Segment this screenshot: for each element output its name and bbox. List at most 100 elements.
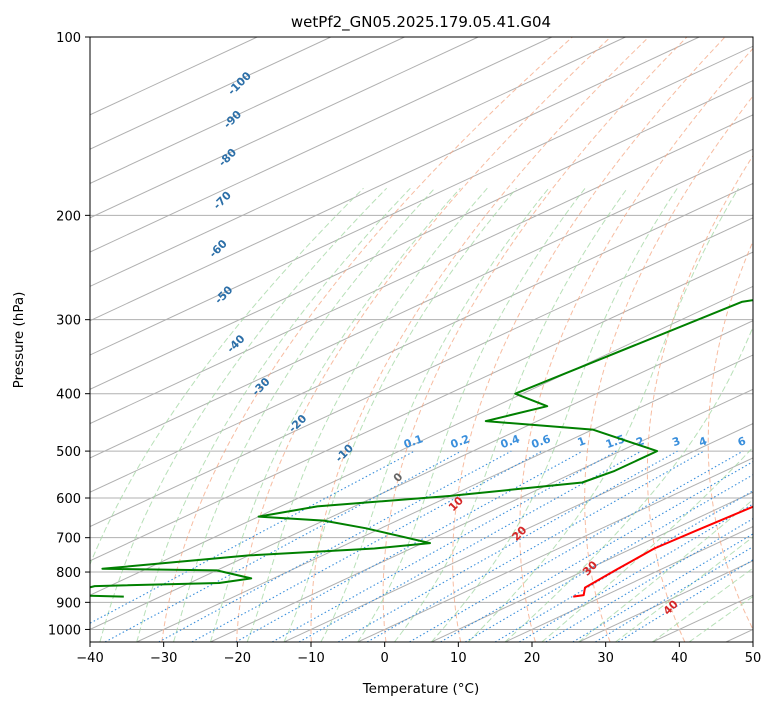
moist-adiabat-line <box>246 187 488 642</box>
mixing-ratio-label: 6 <box>736 434 748 449</box>
isotherm-line <box>431 491 753 642</box>
moist-adiabat-line <box>541 446 753 642</box>
mixing-ratio-line <box>338 450 678 642</box>
y-axis-ticks: 100 200 300 400 500 600 700 800 900 1000 <box>48 31 90 638</box>
isotherm-line <box>90 37 626 287</box>
mixing-ratio-line <box>465 474 753 642</box>
mixing-ratio-line <box>272 450 617 642</box>
moist-adiabat-line <box>136 187 411 642</box>
isotherm-line <box>90 37 332 150</box>
moist-adiabat-line <box>504 325 753 642</box>
data-series <box>90 299 753 598</box>
moist-adiabat-line <box>431 187 678 642</box>
x-tick-label: −30 <box>150 651 177 666</box>
moist-adiabat-line <box>320 187 550 642</box>
moist-adiabat-line <box>90 187 364 566</box>
moist-adiabat-line <box>173 187 436 642</box>
y-axis-label: Pressure (hPa) <box>11 292 27 389</box>
dry-adiabat-line <box>646 154 753 642</box>
dry-adiabat-line <box>452 37 726 642</box>
y-tick-label: 700 <box>56 532 81 547</box>
x-tick-label: −40 <box>76 651 103 666</box>
mixing-ratio-line <box>545 518 753 642</box>
x-tick-label: 0 <box>381 651 389 666</box>
y-tick-label: 200 <box>56 209 81 224</box>
dry-adiabat-line <box>519 47 753 642</box>
chart-title: wetPf2_GN05.2025.179.05.41.G04 <box>291 13 551 32</box>
isotherm-line <box>90 79 753 390</box>
y-tick-label: 600 <box>56 492 81 507</box>
x-tick-label: −20 <box>224 651 251 666</box>
mixing-ratio-line <box>595 546 753 642</box>
moist-adiabat-line <box>688 595 753 642</box>
x-tick-label: 30 <box>597 651 614 666</box>
isotherm-line <box>90 182 753 493</box>
dry-adiabat-line <box>161 37 573 642</box>
mixing-ratio-line <box>409 450 744 642</box>
moist-adiabat-line <box>99 187 388 642</box>
isotherm-line <box>90 148 753 459</box>
y-tick-label: 100 <box>56 31 81 46</box>
mixing-ratio-label: 3 <box>670 434 682 449</box>
mixing-ratio-label: 0.6 <box>530 432 553 451</box>
dry-adiabat-line <box>707 240 753 631</box>
dry-adiabat-line <box>310 37 650 642</box>
moist-adiabat-line <box>209 187 461 642</box>
x-tick-label: 50 <box>745 651 762 666</box>
y-tick-label: 800 <box>56 566 81 581</box>
mixing-ratio-label: 2 <box>634 434 646 449</box>
mixing-ratio-line <box>158 450 512 642</box>
plot-frame <box>89 36 754 643</box>
moist-adiabat-line <box>652 567 753 642</box>
isotherm-line <box>90 37 405 185</box>
y-tick-label: 1000 <box>48 623 81 638</box>
y-tick-label: 400 <box>56 388 81 403</box>
x-tick-label: 10 <box>450 651 467 666</box>
y-tick-label: 300 <box>56 314 81 329</box>
moist-adiabat-line <box>578 498 753 642</box>
moist-adiabat-line <box>357 187 586 642</box>
skewed-isotherms <box>90 37 753 642</box>
moist-adiabats <box>90 187 753 642</box>
temperature-profile-line <box>573 505 753 598</box>
isotherm-line <box>90 251 753 562</box>
x-axis-label: Temperature (°C) <box>362 681 480 697</box>
isotherm-line <box>90 45 753 356</box>
isotherm-line <box>357 457 753 642</box>
mixing-ratio-line <box>519 503 753 642</box>
moist-adiabat-line <box>394 187 628 642</box>
mixing-ratio-label: 0.1 <box>402 432 425 451</box>
isotherm-line <box>90 37 479 219</box>
isotherm-line <box>90 285 753 596</box>
plot-area: -100-90-80-70-60-50-40-30-20-10010203040… <box>90 37 753 642</box>
x-tick-label: −10 <box>297 651 324 666</box>
mixing-ratio-label: 4 <box>697 434 709 449</box>
mixing-ratio-label: 0.2 <box>449 432 472 451</box>
moist-adiabat-line <box>615 536 753 642</box>
isotherm-line <box>90 217 753 528</box>
dewpoint-profile-line <box>90 299 753 598</box>
isotherm-line <box>504 525 753 642</box>
mixing-ratio-label: 1.5 <box>604 432 627 451</box>
mixing-ratio-labels: 0.10.20.40.611.52346810131620253036 <box>402 432 748 451</box>
dry-adiabat-line <box>584 95 753 642</box>
isotherm-line <box>90 114 753 425</box>
dry-adiabat-line <box>236 37 611 642</box>
y-tick-label: 900 <box>56 596 81 611</box>
moist-adiabat-line <box>467 187 739 642</box>
y-tick-label: 500 <box>56 445 81 460</box>
isotherm-line <box>90 37 553 253</box>
mixing-ratio-label: 0.4 <box>499 432 522 451</box>
mixing-ratio-line <box>617 559 753 642</box>
mixing-ratio-line <box>298 450 642 642</box>
isotherm-line <box>90 320 753 630</box>
mixing-ratio-line <box>104 450 462 642</box>
mixing-ratio-line <box>235 450 584 642</box>
isotherm-line <box>90 37 700 322</box>
pressure-gridlines <box>90 37 753 630</box>
isotherm-line <box>283 423 753 642</box>
isotherm-line <box>136 354 753 642</box>
x-tick-label: 40 <box>671 651 688 666</box>
x-tick-label: 20 <box>524 651 541 666</box>
